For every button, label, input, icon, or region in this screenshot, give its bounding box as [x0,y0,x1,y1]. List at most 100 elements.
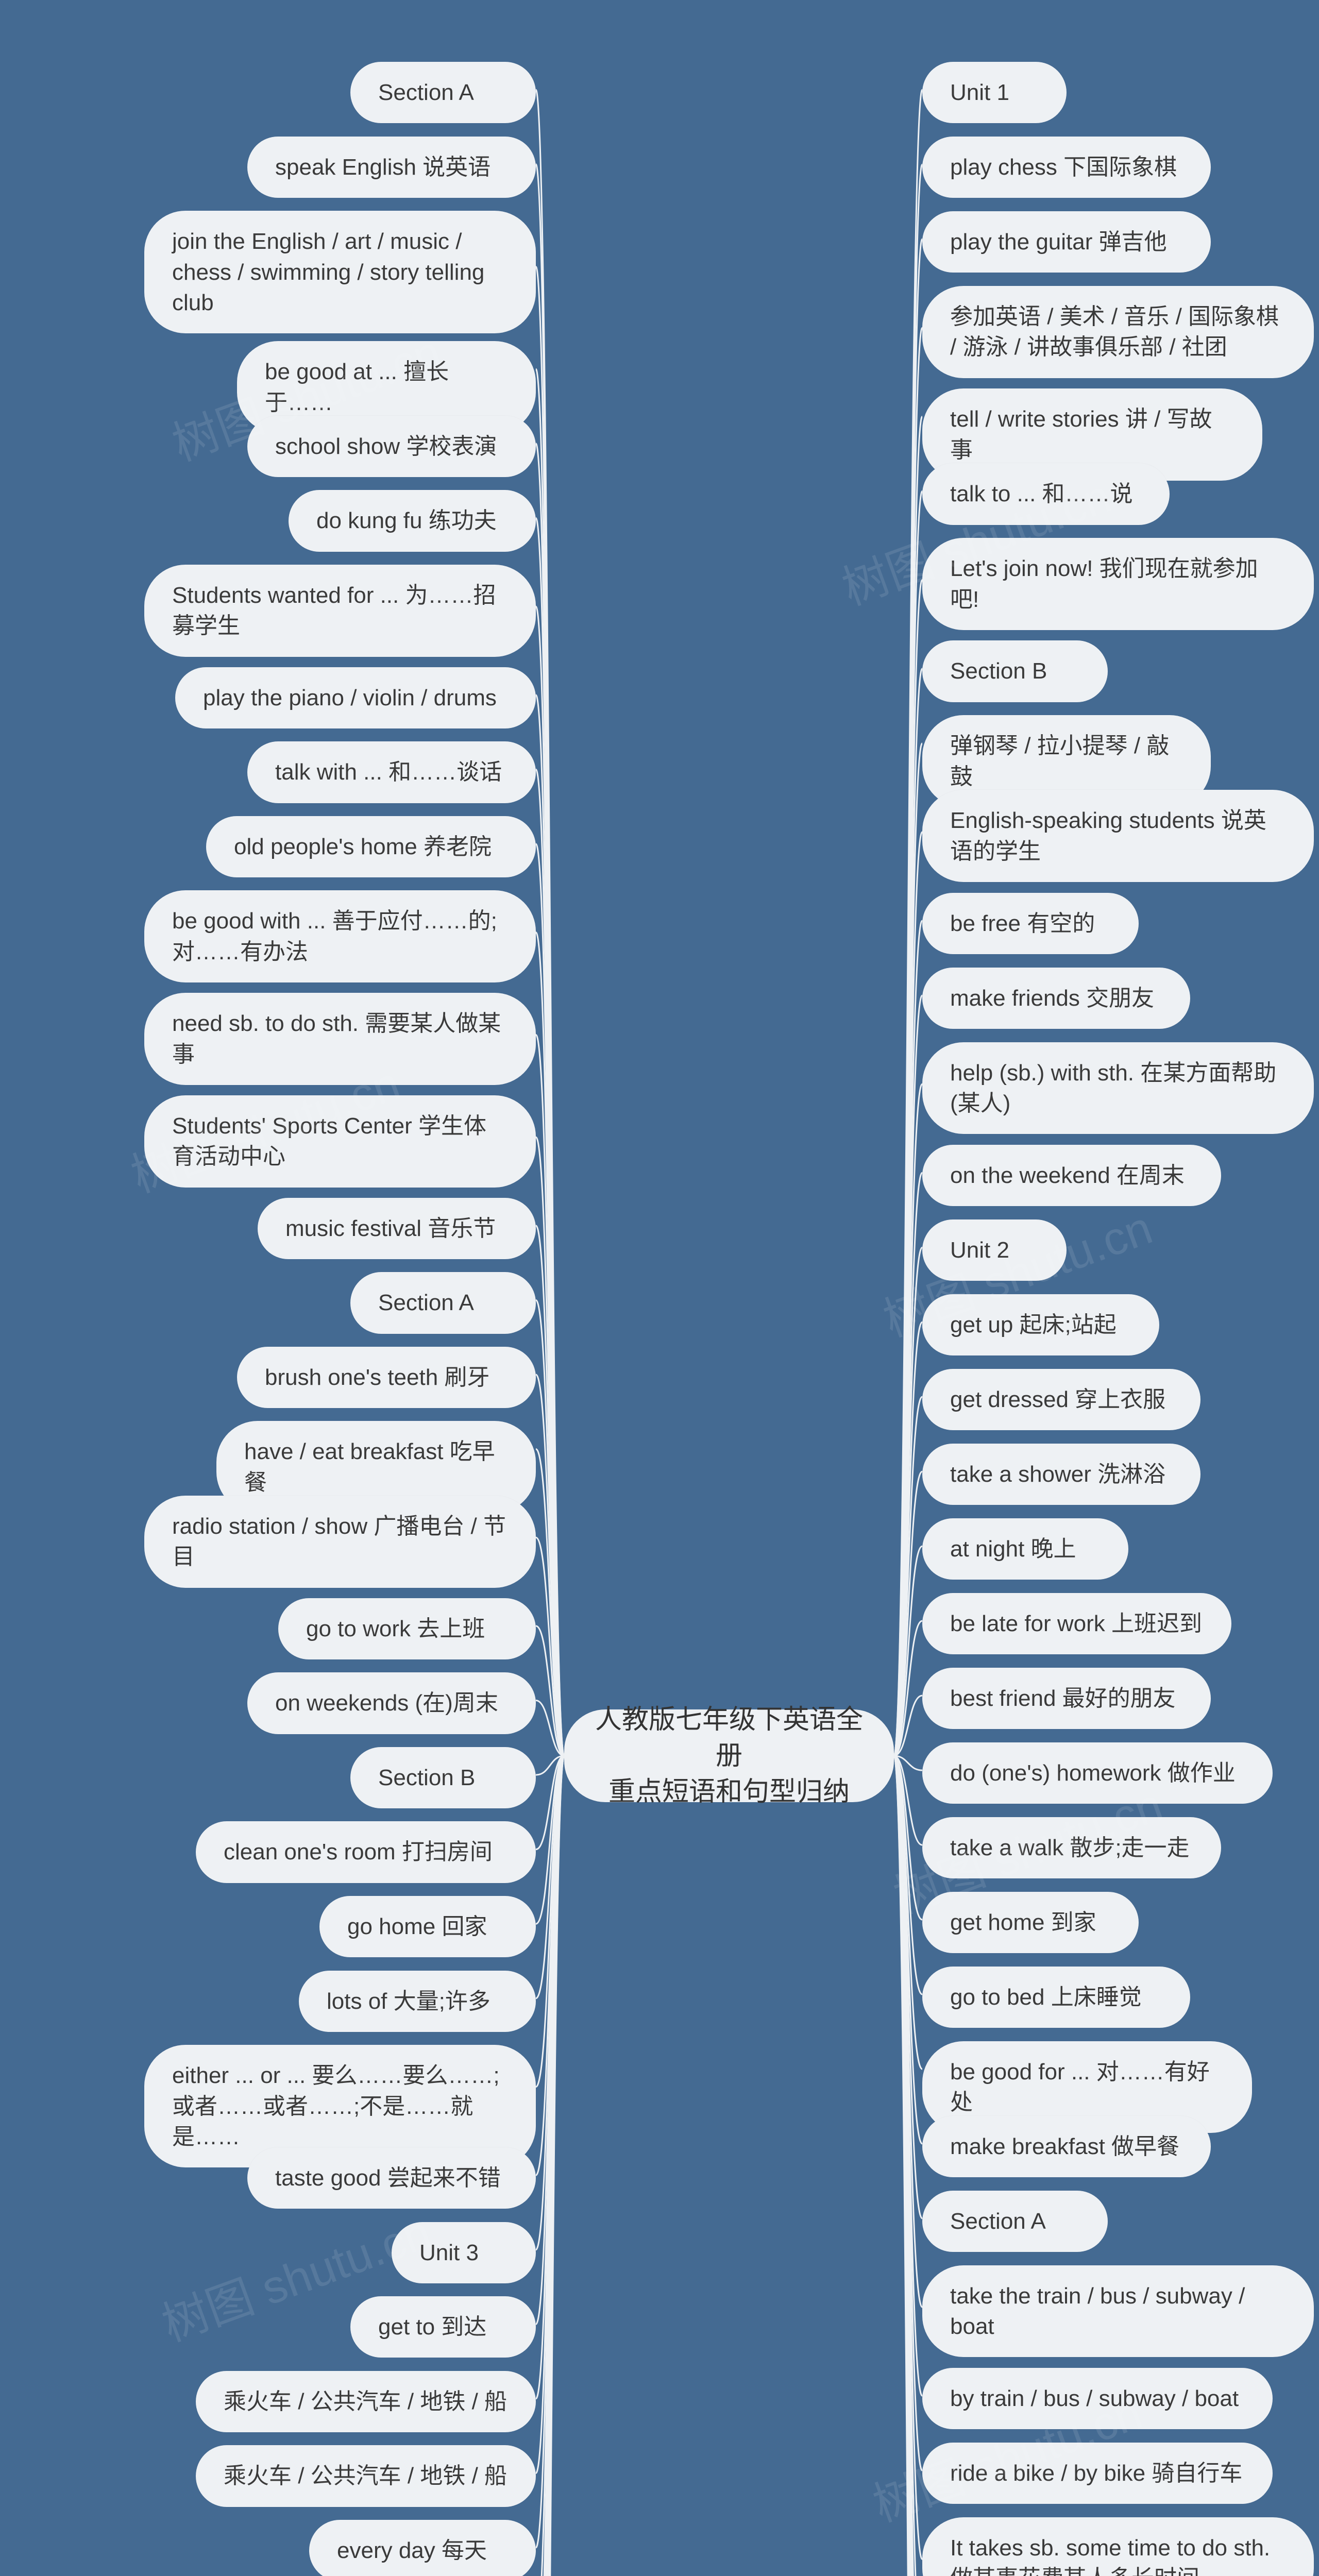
node-label: need sb. to do sth. 需要某人做某事 [172,1008,508,1070]
right-node[interactable]: Section B [922,640,1108,702]
node-label: It takes sb. some time to do sth. 做某事花费某… [950,2533,1286,2576]
right-node[interactable]: go to bed 上床睡觉 [922,1967,1190,2028]
left-node[interactable]: 乘火车 / 公共汽车 / 地铁 / 船 [196,2371,536,2432]
left-node[interactable]: school show 学校表演 [247,416,536,477]
edge [536,518,564,1756]
right-node[interactable]: take a walk 散步;走一走 [922,1817,1221,1878]
node-label: Section A [950,2206,1046,2236]
right-node[interactable]: best friend 最好的朋友 [922,1668,1211,1729]
right-node[interactable]: Section A [922,2191,1108,2252]
right-node[interactable]: at night 晚上 [922,1518,1128,1580]
left-node[interactable]: talk with ... 和……谈话 [247,741,536,803]
right-node[interactable]: play chess 下国际象棋 [922,137,1211,198]
left-node[interactable]: speak English 说英语 [247,137,536,198]
left-node[interactable]: join the English / art / music / chess /… [144,211,536,333]
edge [894,1397,922,1756]
edge [536,1756,564,2576]
left-node[interactable]: Section B [350,1747,536,1808]
right-node[interactable]: by train / bus / subway / boat [922,2368,1273,2429]
left-node[interactable]: need sb. to do sth. 需要某人做某事 [144,993,536,1085]
edge [894,1756,922,2576]
left-node[interactable]: radio station / show 广播电台 / 节目 [144,1496,536,1588]
right-node[interactable]: help (sb.) with sth. 在某方面帮助(某人) [922,1042,1314,1134]
left-node[interactable]: Students wanted for ... 为……招募学生 [144,565,536,657]
right-node[interactable]: ride a bike / by bike 骑自行车 [922,2443,1273,2504]
right-node[interactable]: Let's join now! 我们现在就参加吧! [922,538,1314,630]
right-node[interactable]: on the weekend 在周末 [922,1145,1221,1206]
node-label: brush one's teeth 刷牙 [265,1362,489,1393]
right-node[interactable]: be late for work 上班迟到 [922,1593,1231,1654]
center-node[interactable]: 人教版七年级下英语全册重点短语和句型归纳 [564,1709,894,1802]
edge [536,90,564,1756]
left-node[interactable]: Unit 3 [392,2222,536,2283]
left-node[interactable]: 乘火车 / 公共汽车 / 地铁 / 船 [196,2445,536,2506]
edge [536,1756,564,2576]
left-node[interactable]: go home 回家 [319,1896,536,1957]
right-node[interactable]: It takes sb. some time to do sth. 做某事花费某… [922,2517,1314,2576]
right-node[interactable]: get home 到家 [922,1892,1139,1953]
right-node[interactable]: Unit 1 [922,62,1067,123]
right-node[interactable]: get dressed 穿上衣服 [922,1369,1200,1430]
node-label: taste good 尝起来不错 [275,2163,501,2193]
left-node[interactable]: taste good 尝起来不错 [247,2147,536,2209]
edge [894,1756,922,1994]
left-node[interactable]: get to 到达 [350,2296,536,2358]
left-node[interactable]: on weekends (在)周末 [247,1672,536,1734]
node-label: play the guitar 弹吉他 [950,227,1167,257]
edge [894,921,922,1756]
node-label: ride a bike / by bike 骑自行车 [950,2458,1242,2488]
left-node[interactable]: lots of 大量;许多 [299,1971,536,2032]
left-node[interactable]: Students' Sports Center 学生体育活动中心 [144,1095,536,1188]
node-label: Students' Sports Center 学生体育活动中心 [172,1111,508,1172]
node-label: radio station / show 广播电台 / 节目 [172,1511,508,1572]
left-node[interactable]: old people's home 养老院 [206,816,536,877]
left-node[interactable]: Section A [350,62,536,123]
right-node[interactable]: play the guitar 弹吉他 [922,211,1211,273]
right-node[interactable]: take a shower 洗淋浴 [922,1444,1200,1505]
right-node[interactable]: take the train / bus / subway / boat [922,2265,1314,2358]
left-node[interactable]: play the piano / violin / drums [175,667,536,728]
right-node[interactable]: do (one's) homework 做作业 [922,1742,1273,1804]
node-label: help (sb.) with sth. 在某方面帮助(某人) [950,1058,1286,1119]
left-node[interactable]: be good with ... 善于应付……的;对……有办法 [144,890,536,982]
left-node[interactable]: do kung fu 练功夫 [289,490,536,551]
edge [536,267,564,1756]
node-label: make friends 交朋友 [950,983,1154,1013]
node-label: on the weekend 在周末 [950,1160,1185,1191]
left-node[interactable]: brush one's teeth 刷牙 [237,1347,536,1408]
node-label: be good for ... 对……有好处 [950,2057,1224,2118]
node-label: Students wanted for ... 为……招募学生 [172,580,508,641]
node-label: go to bed 上床睡觉 [950,1982,1142,2012]
right-node[interactable]: English-speaking students 说英语的学生 [922,790,1314,882]
edge [536,1137,564,1756]
edge [536,1756,564,1850]
edge [894,669,922,1756]
edge [536,1626,564,1756]
edge [894,1756,922,1770]
right-node[interactable]: Unit 2 [922,1219,1067,1281]
edge [894,1756,922,2576]
right-node[interactable]: 参加英语 / 美术 / 音乐 / 国际象棋 / 游泳 / 讲故事俱乐部 / 社团 [922,286,1314,378]
right-node[interactable]: be free 有空的 [922,893,1139,954]
node-label: old people's home 养老院 [234,832,492,862]
edge [536,1756,564,2324]
edge [536,844,564,1756]
node-label: Section A [378,77,474,108]
node-label: take a shower 洗淋浴 [950,1459,1165,1489]
left-node[interactable]: go to work 去上班 [278,1598,536,1659]
left-node[interactable]: Section A [350,1272,536,1333]
edge [536,1756,564,2576]
edge [894,1756,922,2559]
right-node[interactable]: get up 起床;站起 [922,1294,1159,1355]
left-node[interactable]: every day 每天 [309,2520,536,2576]
left-node[interactable]: music festival 音乐节 [258,1198,536,1259]
edge-layer [0,0,1319,2576]
node-label: Unit 2 [950,1235,1009,1265]
right-node[interactable]: make breakfast 做早餐 [922,2116,1211,2177]
left-node[interactable]: clean one's room 打扫房间 [196,1821,536,1883]
center-label: 人教版七年级下英语全册重点短语和句型归纳 [595,1702,863,1810]
edge [894,1322,922,1756]
edge [536,1756,564,2576]
right-node[interactable]: make friends 交朋友 [922,968,1190,1029]
right-node[interactable]: talk to ... 和……说 [922,463,1170,524]
